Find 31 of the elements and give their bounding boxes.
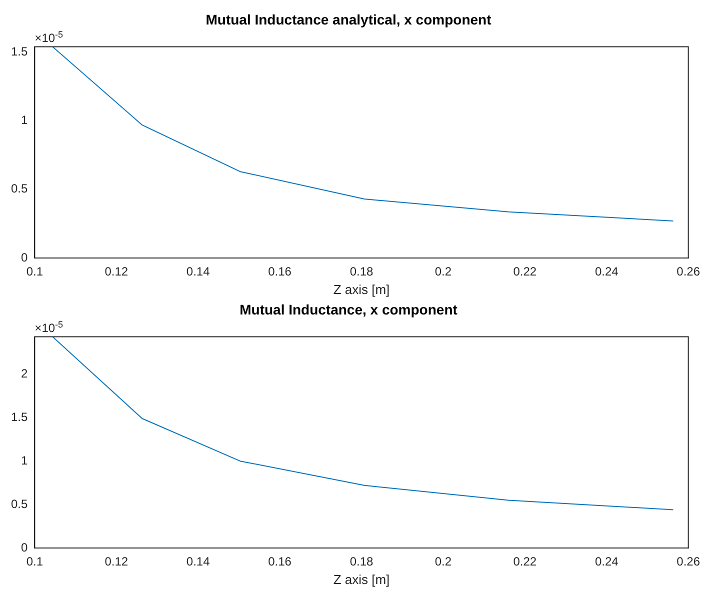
y-tick-label: 1.5: [10, 44, 28, 59]
y-tick-label: 1: [20, 113, 28, 128]
x-tick-label: 0.18: [350, 554, 374, 569]
x-tick-label: 0.2: [434, 264, 452, 279]
x-tick-label: 0.16: [268, 554, 292, 569]
x-tick-label: 0.1: [26, 264, 44, 279]
x-tick-label: 0.26: [676, 554, 700, 569]
y-tick-label: 0: [20, 540, 28, 554]
y-tick-label: 0.5: [10, 182, 28, 196]
chart-title: Mutual Inductance analytical, x component: [206, 11, 492, 28]
x-tick-label: 0.26: [676, 264, 700, 279]
y-tick-label: 1: [20, 453, 28, 468]
y-tick-label: 2: [20, 366, 28, 380]
x-tick-label: 0.24: [594, 554, 619, 569]
x-tick-label: 0.14: [186, 554, 210, 569]
x-tick-label: 0.1: [26, 554, 44, 569]
x-tick-label: 0.16: [268, 264, 292, 279]
x-tick-label: 0.18: [350, 264, 374, 279]
x-tick-label: 0.2: [434, 554, 452, 569]
x-tick-label: 0.22: [513, 264, 537, 279]
y-tick-label: 0.5: [10, 496, 28, 511]
x-axis-title: Z axis [m]: [333, 282, 390, 297]
y-tick-label: 1.5: [10, 410, 28, 424]
y-tick-label: 0: [20, 250, 28, 264]
x-tick-label: 0.12: [104, 264, 128, 279]
x-tick-label: 0.12: [104, 554, 128, 569]
x-axis-title: Z axis [m]: [333, 572, 390, 587]
chart-title: Mutual Inductance, x component: [240, 301, 458, 318]
x-tick-label: 0.14: [186, 264, 210, 279]
x-tick-label: 0.22: [513, 554, 537, 569]
x-tick-label: 0.24: [594, 264, 619, 279]
